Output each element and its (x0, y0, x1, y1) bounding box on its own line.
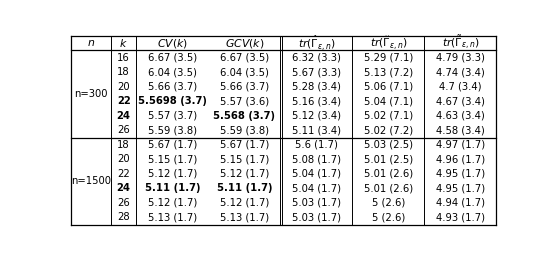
Text: 4.96 (1.7): 4.96 (1.7) (436, 154, 485, 164)
Text: 5.01 (2.5): 5.01 (2.5) (364, 154, 413, 164)
Text: $tr(\hat{\Gamma}_{\varepsilon,n})$: $tr(\hat{\Gamma}_{\varepsilon,n})$ (297, 34, 335, 53)
Text: 6.32 (3.3): 6.32 (3.3) (292, 53, 341, 63)
Text: 4.79 (3.3): 4.79 (3.3) (436, 53, 485, 63)
Text: 5.12 (3.4): 5.12 (3.4) (292, 111, 341, 121)
Text: 5.04 (7.1): 5.04 (7.1) (364, 96, 413, 106)
Text: 24: 24 (117, 183, 131, 193)
Text: $n$: $n$ (87, 38, 95, 48)
Text: 5.67 (1.7): 5.67 (1.7) (220, 140, 269, 150)
Text: n=1500: n=1500 (71, 176, 111, 186)
Text: 5.16 (3.4): 5.16 (3.4) (292, 96, 341, 106)
Text: 6.04 (3.5): 6.04 (3.5) (148, 67, 197, 77)
Text: 4.74 (3.4): 4.74 (3.4) (436, 67, 485, 77)
Text: 26: 26 (117, 125, 130, 135)
Text: $k$: $k$ (119, 37, 128, 49)
Text: 5.11 (3.4): 5.11 (3.4) (292, 125, 341, 135)
Text: 22: 22 (117, 169, 130, 179)
Text: $CV(k)$: $CV(k)$ (157, 37, 188, 50)
Text: 5.67 (3.3): 5.67 (3.3) (292, 67, 341, 77)
Text: 5 (2.6): 5 (2.6) (372, 212, 405, 222)
Text: 5.66 (3.7): 5.66 (3.7) (220, 82, 269, 92)
Text: 4.95 (1.7): 4.95 (1.7) (436, 169, 485, 179)
Text: 20: 20 (117, 82, 130, 92)
Text: 5.57 (3.6): 5.57 (3.6) (220, 96, 269, 106)
Text: 5.01 (2.6): 5.01 (2.6) (364, 169, 413, 179)
Text: 4.63 (3.4): 4.63 (3.4) (436, 111, 485, 121)
Text: 5.67 (1.7): 5.67 (1.7) (148, 140, 197, 150)
Text: 5.11 (1.7): 5.11 (1.7) (217, 183, 272, 193)
Text: 5.12 (1.7): 5.12 (1.7) (148, 169, 197, 179)
Text: 16: 16 (117, 53, 130, 63)
Text: 5.03 (1.7): 5.03 (1.7) (292, 212, 341, 222)
Text: 5.02 (7.1): 5.02 (7.1) (364, 111, 413, 121)
Text: 5.28 (3.4): 5.28 (3.4) (292, 82, 341, 92)
Text: 18: 18 (117, 140, 130, 150)
Text: 5 (2.6): 5 (2.6) (372, 198, 405, 208)
Text: 5.08 (1.7): 5.08 (1.7) (292, 154, 341, 164)
Text: $GCV(k)$: $GCV(k)$ (225, 37, 264, 50)
Text: 6.67 (3.5): 6.67 (3.5) (220, 53, 269, 63)
Text: 5.04 (1.7): 5.04 (1.7) (292, 169, 341, 179)
Text: 5.04 (1.7): 5.04 (1.7) (292, 183, 341, 193)
Text: 26: 26 (117, 198, 130, 208)
Text: 4.7 (3.4): 4.7 (3.4) (439, 82, 481, 92)
Text: 5.6 (1.7): 5.6 (1.7) (295, 140, 338, 150)
Text: 5.13 (7.2): 5.13 (7.2) (364, 67, 413, 77)
Text: 6.04 (3.5): 6.04 (3.5) (220, 67, 269, 77)
Text: 5.568 (3.7): 5.568 (3.7) (213, 111, 275, 121)
Text: 5.02 (7.2): 5.02 (7.2) (364, 125, 413, 135)
Text: 5.13 (1.7): 5.13 (1.7) (148, 212, 197, 222)
Text: 5.03 (2.5): 5.03 (2.5) (364, 140, 413, 150)
Text: 5.12 (1.7): 5.12 (1.7) (220, 169, 269, 179)
Text: 18: 18 (117, 67, 130, 77)
Text: 20: 20 (117, 154, 130, 164)
Text: 5.59 (3.8): 5.59 (3.8) (148, 125, 197, 135)
Text: 28: 28 (117, 212, 130, 222)
Text: 5.57 (3.7): 5.57 (3.7) (148, 111, 197, 121)
Text: 5.11 (1.7): 5.11 (1.7) (145, 183, 200, 193)
Text: 5.15 (1.7): 5.15 (1.7) (148, 154, 197, 164)
Text: 4.93 (1.7): 4.93 (1.7) (436, 212, 485, 222)
Text: 4.95 (1.7): 4.95 (1.7) (436, 183, 485, 193)
Text: 5.15 (1.7): 5.15 (1.7) (220, 154, 269, 164)
Text: 5.06 (7.1): 5.06 (7.1) (364, 82, 413, 92)
Text: 6.67 (3.5): 6.67 (3.5) (148, 53, 197, 63)
Text: 5.29 (7.1): 5.29 (7.1) (364, 53, 413, 63)
Text: 5.12 (1.7): 5.12 (1.7) (220, 198, 269, 208)
Text: 4.67 (3.4): 4.67 (3.4) (436, 96, 485, 106)
Text: 4.94 (1.7): 4.94 (1.7) (436, 198, 485, 208)
Text: 24: 24 (117, 111, 131, 121)
Text: 5.03 (1.7): 5.03 (1.7) (292, 198, 341, 208)
Text: 5.13 (1.7): 5.13 (1.7) (220, 212, 269, 222)
Text: $tr(\tilde{\Gamma}_{\varepsilon,n})$: $tr(\tilde{\Gamma}_{\varepsilon,n})$ (442, 34, 479, 52)
Text: 5.66 (3.7): 5.66 (3.7) (148, 82, 197, 92)
Text: 5.12 (1.7): 5.12 (1.7) (148, 198, 197, 208)
Text: 5.5698 (3.7): 5.5698 (3.7) (138, 96, 207, 106)
Text: 4.58 (3.4): 4.58 (3.4) (436, 125, 485, 135)
Text: $tr(\breve{\Gamma}_{\varepsilon,n})$: $tr(\breve{\Gamma}_{\varepsilon,n})$ (370, 34, 407, 52)
Text: n=300: n=300 (74, 89, 108, 99)
Text: 5.59 (3.8): 5.59 (3.8) (220, 125, 269, 135)
Text: 4.97 (1.7): 4.97 (1.7) (436, 140, 485, 150)
Text: 5.01 (2.6): 5.01 (2.6) (364, 183, 413, 193)
Text: 22: 22 (117, 96, 131, 106)
